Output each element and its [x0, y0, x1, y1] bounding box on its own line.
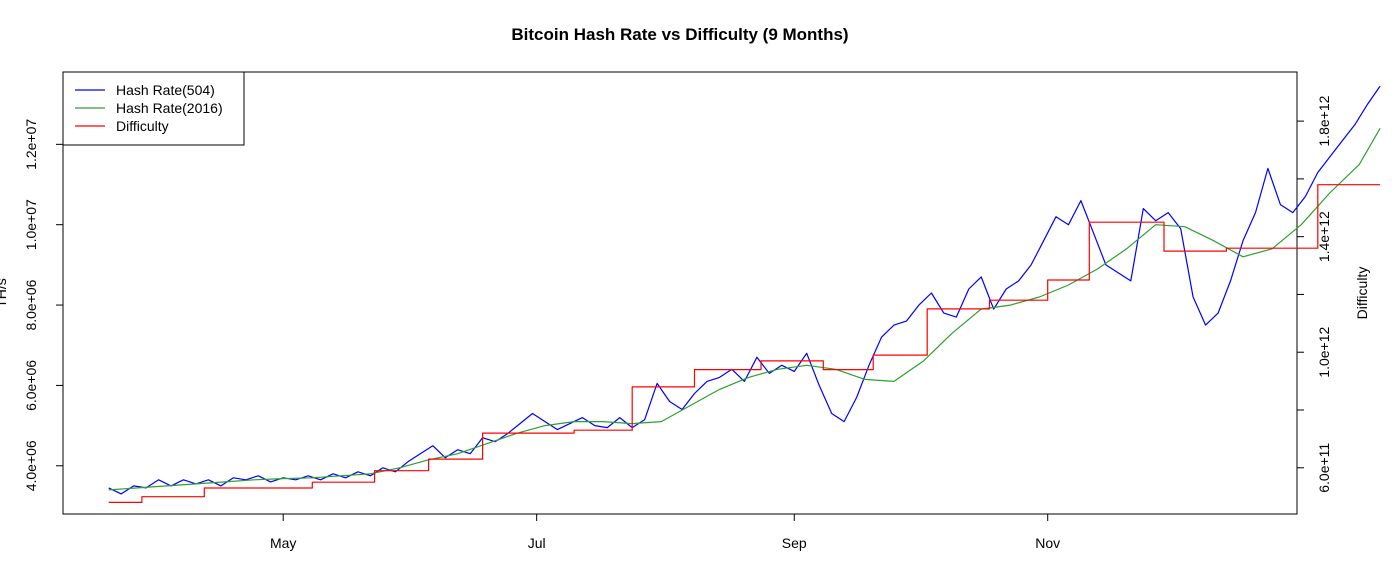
right-y-axis: 6.0e+11 1.0e+12 1.4e+12 1.8e+12: [1296, 95, 1332, 493]
right-y-axis-label: Difficulty: [1354, 267, 1370, 320]
x-axis-tick-label: Jul: [528, 535, 546, 551]
chart-title: Bitcoin Hash Rate vs Difficulty (9 Month…: [511, 25, 848, 44]
x-axis-tick-label: Nov: [1035, 535, 1060, 551]
right-axis-tick-label: 1.0e+12: [1316, 327, 1332, 378]
left-axis-tick-label: 8.0e+06: [23, 279, 39, 330]
x-axis-tick-label: May: [270, 535, 296, 551]
left-axis-tick-label: 4.0e+06: [23, 440, 39, 491]
series-line-hash-rate-2016: [108, 128, 1381, 491]
left-axis-tick-label: 1.0e+07: [23, 199, 39, 250]
series-line-hash-rate-504: [108, 85, 1381, 495]
right-axis-tick-label: 6.0e+11: [1316, 443, 1332, 493]
left-y-axis: 4.0e+06 6.0e+06 8.0e+06 1.0e+07 1.2e+07: [23, 119, 64, 491]
left-y-axis-label: TH/s: [0, 278, 9, 308]
x-axis-tick-label: Sep: [782, 535, 807, 551]
x-axis: May Jul Sep Nov: [270, 514, 1060, 551]
left-axis-tick-label: 1.2e+07: [23, 119, 39, 170]
left-axis-tick-label: 6.0e+06: [23, 360, 39, 411]
series-layer: [108, 85, 1381, 503]
series-line-difficulty: [108, 184, 1381, 503]
legend-label-difficulty: Difficulty: [116, 118, 169, 134]
legend-label-hashrate-2016: Hash Rate(2016): [116, 100, 223, 116]
right-axis-tick-label: 1.8e+12: [1316, 95, 1332, 146]
plot-frame: [62, 71, 1298, 515]
right-axis-tick-label: 1.4e+12: [1316, 211, 1332, 262]
legend: Hash Rate(504) Hash Rate(2016) Difficult…: [62, 71, 245, 146]
legend-label-hashrate-504: Hash Rate(504): [116, 82, 215, 98]
